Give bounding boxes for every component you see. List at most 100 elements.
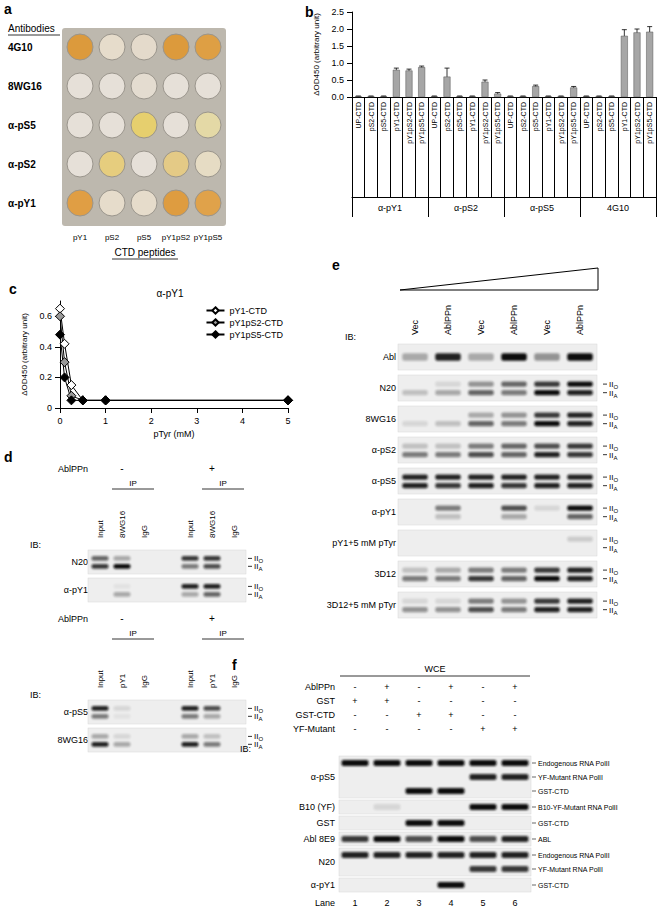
svg-text:+: + — [416, 710, 421, 720]
svg-text:-: - — [418, 682, 421, 692]
svg-text:Input: Input — [186, 519, 195, 538]
svg-text:+: + — [480, 724, 485, 734]
svg-text:pTyr (mM): pTyr (mM) — [154, 429, 195, 439]
svg-text:WCE: WCE — [425, 664, 446, 674]
svg-text:0: 0 — [47, 403, 52, 413]
svg-text:-: - — [354, 682, 357, 692]
svg-text:pY1pS2-CTD: pY1pS2-CTD — [634, 102, 642, 144]
svg-text:IIA: IIA — [609, 389, 617, 399]
svg-text:+: + — [512, 682, 517, 692]
svg-text:AblPPn: AblPPn — [305, 682, 335, 692]
svg-text:3: 3 — [194, 416, 199, 426]
svg-text:1.0: 1.0 — [331, 58, 344, 68]
svg-text:IIA: IIA — [609, 544, 617, 554]
svg-text:α-pS5: α-pS5 — [372, 476, 396, 486]
svg-text:pS2-CTD: pS2-CTD — [444, 102, 452, 131]
svg-text:UP-CTD: UP-CTD — [355, 102, 362, 128]
svg-text:pY1pS5-CTD: pY1pS5-CTD — [418, 102, 426, 144]
svg-text:b: b — [305, 4, 314, 20]
svg-text:α-pS2: α-pS2 — [372, 445, 396, 455]
svg-text:pS5-CTD: pS5-CTD — [380, 102, 388, 131]
svg-text:pY1pS2-CTD: pY1pS2-CTD — [406, 102, 414, 144]
svg-text:B10-YF-Mutant RNA PolII: B10-YF-Mutant RNA PolII — [538, 804, 618, 811]
svg-text:pY1-CTD: pY1-CTD — [393, 102, 401, 131]
svg-text:IIA: IIA — [254, 590, 262, 600]
svg-text:AblPPn: AblPPn — [443, 305, 453, 335]
svg-text:+: + — [209, 463, 215, 474]
svg-text:1.5: 1.5 — [331, 41, 344, 51]
svg-text:IIA: IIA — [609, 575, 617, 585]
svg-text:-: - — [482, 696, 485, 706]
svg-text:IB:: IB: — [30, 690, 41, 700]
svg-text:N20: N20 — [379, 383, 396, 393]
svg-text:pY1: pY1 — [118, 673, 127, 688]
svg-text:Endogenous RNA PolII: Endogenous RNA PolII — [538, 760, 610, 768]
svg-text:4G10: 4G10 — [607, 203, 629, 213]
svg-text:c: c — [9, 281, 17, 297]
svg-text:IP: IP — [129, 479, 137, 488]
svg-text:YF-Mutant RNA PolII: YF-Mutant RNA PolII — [538, 866, 603, 873]
svg-text:IIA: IIA — [254, 740, 262, 750]
svg-text:8WG16: 8WG16 — [118, 510, 127, 538]
svg-text:pY1: pY1 — [208, 673, 217, 688]
svg-text:Abl 8E9: Abl 8E9 — [303, 834, 335, 844]
svg-text:Input: Input — [186, 669, 195, 688]
svg-text:Antibodies: Antibodies — [8, 23, 55, 34]
svg-text:pY1pS5-CTD: pY1pS5-CTD — [570, 102, 578, 144]
svg-text:ΔOD450 (arbitrary unit): ΔOD450 (arbitrary unit) — [312, 13, 321, 96]
svg-text:AblPPn: AblPPn — [509, 305, 519, 335]
svg-text:pY1pS5-CTD: pY1pS5-CTD — [646, 102, 654, 144]
svg-text:Vec: Vec — [476, 319, 486, 335]
svg-text:-: - — [386, 724, 389, 734]
svg-text:GST: GST — [316, 818, 335, 828]
svg-text:0.2: 0.2 — [39, 372, 52, 382]
svg-text:d: d — [4, 449, 13, 465]
svg-text:-: - — [120, 463, 123, 474]
svg-text:+: + — [512, 724, 517, 734]
svg-text:-: - — [482, 710, 485, 720]
svg-text:-: - — [482, 682, 485, 692]
svg-text:pS2-CTD: pS2-CTD — [368, 102, 376, 131]
svg-text:IB:: IB: — [240, 744, 251, 754]
svg-text:IIA: IIA — [609, 606, 617, 616]
svg-text:pS5-CTD: pS5-CTD — [532, 102, 540, 131]
svg-text:α-pS5: α-pS5 — [311, 772, 335, 782]
svg-text:pS5-CTD: pS5-CTD — [456, 102, 464, 131]
svg-text:pY1: pY1 — [73, 233, 88, 242]
svg-text:IB:: IB: — [30, 540, 41, 550]
svg-text:3D12+5 mM pTyr: 3D12+5 mM pTyr — [327, 600, 396, 610]
svg-text:α-pS5: α-pS5 — [530, 203, 554, 213]
svg-text:pS2-CTD: pS2-CTD — [596, 102, 604, 131]
svg-text:ABL: ABL — [538, 836, 551, 843]
svg-text:-: - — [354, 724, 357, 734]
svg-text:pS5: pS5 — [137, 233, 152, 242]
svg-text:0.6: 0.6 — [39, 311, 52, 321]
svg-text:8WG16: 8WG16 — [365, 414, 396, 424]
svg-text:B10 (YF): B10 (YF) — [299, 802, 335, 812]
svg-text:2.5: 2.5 — [331, 7, 344, 17]
svg-text:pY1-CTD: pY1-CTD — [229, 306, 267, 316]
svg-text:pY1-CTD: pY1-CTD — [545, 102, 553, 131]
svg-text:pY1-CTD: pY1-CTD — [469, 102, 477, 131]
svg-text:IP: IP — [219, 479, 227, 488]
svg-text:GST: GST — [316, 696, 335, 706]
svg-text:+: + — [384, 682, 389, 692]
svg-text:+: + — [448, 682, 453, 692]
svg-text:GST-CTD: GST-CTD — [538, 882, 569, 889]
svg-text:0: 0 — [57, 416, 62, 426]
svg-text:IIA: IIA — [609, 482, 617, 492]
svg-text:IgG: IgG — [140, 525, 149, 538]
svg-text:IIA: IIA — [254, 712, 262, 722]
svg-text:IIA: IIA — [609, 420, 617, 430]
svg-text:8WG16: 8WG16 — [57, 735, 88, 745]
svg-text:Vec: Vec — [410, 319, 420, 335]
svg-text:α-pY1: α-pY1 — [372, 507, 396, 517]
svg-text:0.4: 0.4 — [39, 342, 52, 352]
svg-text:5: 5 — [285, 416, 290, 426]
svg-text:IgG: IgG — [230, 525, 239, 538]
svg-text:pY1+5 mM pTyr: pY1+5 mM pTyr — [332, 538, 396, 548]
svg-text:Endogenous RNA PolII: Endogenous RNA PolII — [538, 852, 610, 860]
svg-text:-: - — [418, 724, 421, 734]
svg-text:-: - — [120, 613, 123, 624]
svg-text:pS5-CTD: pS5-CTD — [608, 102, 616, 131]
